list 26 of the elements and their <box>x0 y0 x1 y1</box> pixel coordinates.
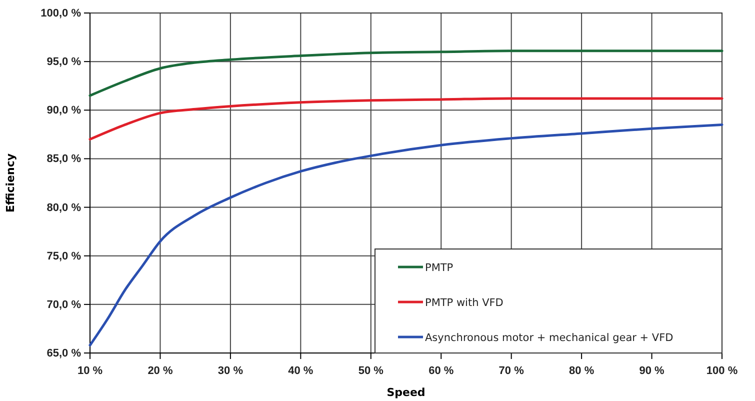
line-series <box>88 97 724 141</box>
y-tick-label: 100,0 % <box>40 8 82 20</box>
legend-label: PMTP with VFD <box>425 297 504 309</box>
line-series <box>88 50 724 97</box>
y-tick-label: 65,0 % <box>46 348 82 360</box>
x-tick-label: 20 % <box>148 365 173 378</box>
y-tick-label: 90,0 % <box>46 104 82 117</box>
y-tick-label: 85,0 % <box>46 153 82 166</box>
x-axis-title: Speed <box>386 386 426 399</box>
x-tick-label: 60 % <box>428 365 454 378</box>
y-tick-label: 75,0 % <box>46 250 82 262</box>
x-tick-label: 70 % <box>498 365 524 378</box>
y-tick-label: 80,0 % <box>46 202 82 214</box>
y-axis-title: Efficiency <box>4 153 17 213</box>
x-tick-label: 30 % <box>218 365 244 378</box>
y-tick-label: 95,0 % <box>46 56 82 68</box>
legend-label: PMTP <box>425 262 454 274</box>
legend-label: Asynchronous motor + mechanical gear + VFD <box>425 332 674 344</box>
x-tick-label: 100 % <box>706 365 738 378</box>
line-series <box>88 123 724 346</box>
x-tick-label: 40 % <box>288 365 314 378</box>
x-tick-label: 10 % <box>77 365 103 378</box>
x-tick-label: 50 % <box>358 365 384 378</box>
x-tick-label: 80 % <box>569 365 594 378</box>
y-tick-label: 70,0 % <box>46 298 82 311</box>
x-tick-label: 90 % <box>639 365 665 378</box>
